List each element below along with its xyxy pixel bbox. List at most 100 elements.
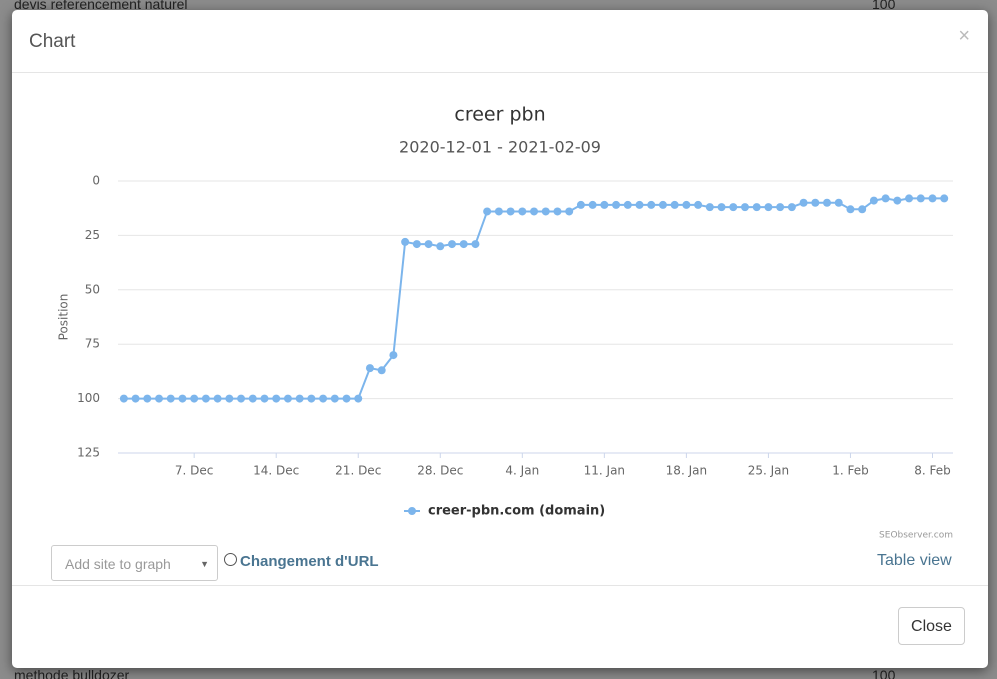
- point-marker: [787, 203, 796, 212]
- point-marker: [377, 366, 386, 375]
- radio-circle: [224, 553, 237, 566]
- point-marker: [365, 364, 374, 373]
- point-marker: [401, 237, 410, 246]
- y-tick-label: 0: [92, 174, 100, 188]
- point-marker: [237, 394, 246, 403]
- point-marker: [869, 196, 878, 205]
- point-marker: [424, 240, 433, 249]
- row-value: 100: [872, 0, 896, 12]
- point-marker: [494, 207, 503, 216]
- modal-title: Chart: [29, 31, 76, 52]
- point-marker: [131, 394, 140, 403]
- modal: Chart × Add site to graph ▼ Changement d'…: [12, 10, 988, 668]
- point-marker: [623, 200, 632, 209]
- point-marker: [612, 200, 621, 209]
- point-marker: [459, 240, 468, 249]
- select-placeholder: Add site to graph: [65, 556, 171, 572]
- point-marker: [307, 394, 316, 403]
- legend-label: creer-pbn.com (domain): [428, 504, 605, 519]
- point-marker: [916, 194, 925, 203]
- point-marker: [834, 198, 843, 207]
- point-marker: [283, 394, 292, 403]
- point-marker: [319, 394, 328, 403]
- point-marker: [928, 194, 937, 203]
- point-marker: [740, 203, 749, 212]
- point-marker: [448, 240, 456, 249]
- y-axis-label: Position: [57, 294, 71, 341]
- point-marker: [143, 394, 152, 403]
- y-tick-label: 50: [85, 282, 100, 296]
- x-tick-label: 11. Jan: [584, 464, 625, 478]
- x-tick-label: 1. Feb: [832, 464, 869, 478]
- point-marker: [166, 394, 175, 403]
- url-radio[interactable]: Changement d'URL: [224, 553, 379, 570]
- point-marker: [635, 200, 644, 209]
- x-tick-label: 25. Jan: [748, 464, 789, 478]
- point-marker: [846, 205, 855, 214]
- point-marker: [553, 207, 562, 216]
- point-marker: [295, 394, 304, 403]
- point-marker: [190, 394, 199, 403]
- x-tick-label: 4. Jan: [505, 464, 539, 478]
- point-marker: [225, 394, 234, 403]
- background-row: methode bulldozer 100: [14, 665, 997, 679]
- point-marker: [799, 198, 808, 207]
- credits: SEObserver.com: [879, 531, 953, 541]
- x-tick-label: 21. Dec: [335, 464, 381, 478]
- y-tick-label: 25: [85, 228, 100, 242]
- point-marker: [201, 394, 210, 403]
- point-marker: [752, 203, 761, 212]
- point-marker: [436, 242, 445, 251]
- legend-marker: [408, 507, 416, 515]
- header-separator: [12, 72, 988, 73]
- radio-label: Changement d'URL: [240, 553, 379, 570]
- point-marker: [530, 207, 539, 216]
- select-arrow: ▼: [200, 559, 209, 569]
- point-marker: [905, 194, 914, 203]
- point-marker: [858, 205, 867, 214]
- point-marker: [119, 394, 128, 403]
- point-marker: [213, 394, 222, 403]
- point-marker: [658, 200, 667, 209]
- row-label: devis referencement naturel: [14, 0, 188, 12]
- point-marker: [881, 194, 890, 203]
- x-tick-label: 28. Dec: [417, 464, 463, 478]
- point-marker: [823, 198, 832, 207]
- point-marker: [178, 394, 187, 403]
- point-marker: [576, 200, 585, 209]
- y-tick-label: 75: [85, 337, 100, 351]
- point-marker: [155, 394, 164, 403]
- footer-separator: [12, 585, 988, 586]
- point-marker: [694, 200, 703, 209]
- chart-subtitle: 2020-12-01 - 2021-02-09: [399, 138, 601, 157]
- point-marker: [705, 203, 714, 212]
- point-marker: [260, 394, 269, 403]
- table-view-link[interactable]: Table view: [877, 552, 952, 569]
- x-tick-label: 8. Feb: [914, 464, 951, 478]
- point-marker: [600, 200, 609, 209]
- series-line: [123, 197, 945, 400]
- point-marker: [893, 196, 902, 205]
- point-marker: [518, 207, 527, 216]
- close-icon[interactable]: ×: [958, 25, 970, 47]
- point-marker: [248, 394, 257, 403]
- point-marker: [506, 207, 515, 216]
- point-marker: [588, 200, 597, 209]
- point-marker: [764, 203, 773, 212]
- point-marker: [471, 240, 480, 249]
- point-marker: [541, 207, 550, 216]
- point-marker: [342, 394, 351, 403]
- background-row: devis referencement naturel 100: [14, 0, 997, 14]
- point-marker: [330, 394, 339, 403]
- site-select[interactable]: Add site to graph ▼: [51, 545, 218, 581]
- close-button[interactable]: Close: [898, 607, 965, 645]
- row-label: methode bulldozer: [14, 667, 130, 679]
- x-tick-label: 14. Dec: [253, 464, 299, 478]
- y-tick-label: 125: [77, 446, 100, 460]
- point-marker: [483, 207, 492, 216]
- chart-title: creer pbn: [454, 104, 545, 126]
- row-value: 100: [872, 667, 896, 679]
- point-marker: [389, 351, 398, 360]
